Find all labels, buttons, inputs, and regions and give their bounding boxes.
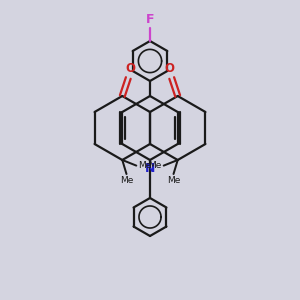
Text: O: O xyxy=(125,62,135,75)
Text: O: O xyxy=(165,62,175,75)
Text: Me: Me xyxy=(167,176,180,185)
Text: Me: Me xyxy=(148,161,162,170)
Text: Me: Me xyxy=(120,176,133,185)
Text: N: N xyxy=(145,162,155,175)
Text: F: F xyxy=(146,13,154,26)
Text: Me: Me xyxy=(138,161,152,170)
